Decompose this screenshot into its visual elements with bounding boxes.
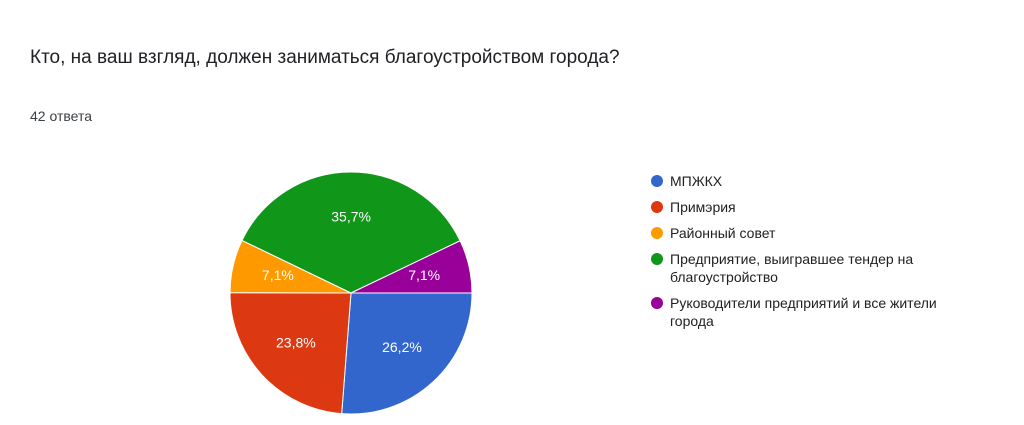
- pie-labels: 26,2% 23,8% 7,1% 35,7% 7,1%: [262, 209, 440, 355]
- pie-slice[interactable]: [341, 292, 473, 415]
- pie-slice[interactable]: [229, 292, 352, 415]
- legend-label: Предприятие, выигравшее тендер на благоу…: [670, 251, 914, 285]
- legend-label: МПЖКХ: [670, 173, 723, 189]
- legend-swatch-icon: [651, 253, 663, 265]
- slice-label: 7,1%: [408, 267, 440, 283]
- chart-legend: МПЖКХ Примэрия Районный совет Предприятие, …: [651, 172, 981, 338]
- slice-label: 35,7%: [331, 209, 371, 225]
- slice-label: 7,1%: [262, 267, 294, 283]
- slice-label: 26,2%: [382, 339, 422, 355]
- legend-item[interactable]: Примэрия: [651, 198, 981, 216]
- legend-item[interactable]: МПЖКХ: [651, 172, 981, 190]
- legend-swatch-icon: [651, 175, 663, 187]
- legend-item[interactable]: Районный совет: [651, 224, 981, 242]
- question-title: Кто, на ваш взгляд, должен заниматься бл…: [30, 47, 620, 68]
- slice-label: 23,8%: [276, 335, 316, 351]
- legend-swatch-icon: [651, 201, 663, 213]
- legend-label: Районный совет: [670, 225, 776, 241]
- pie-slice[interactable]: [350, 240, 473, 294]
- legend-item[interactable]: Руководители предприятий и все жители го…: [651, 294, 981, 330]
- legend-item[interactable]: Предприятие, выигравшее тендер на благоу…: [651, 250, 981, 286]
- legend-label: Руководители предприятий и все жители го…: [670, 295, 937, 329]
- legend-label: Примэрия: [670, 199, 736, 215]
- pie-slice[interactable]: [241, 171, 461, 294]
- pie-slices: [229, 171, 473, 415]
- legend-swatch-icon: [651, 297, 663, 309]
- legend-swatch-icon: [651, 227, 663, 239]
- response-count: 42 ответа: [30, 108, 92, 124]
